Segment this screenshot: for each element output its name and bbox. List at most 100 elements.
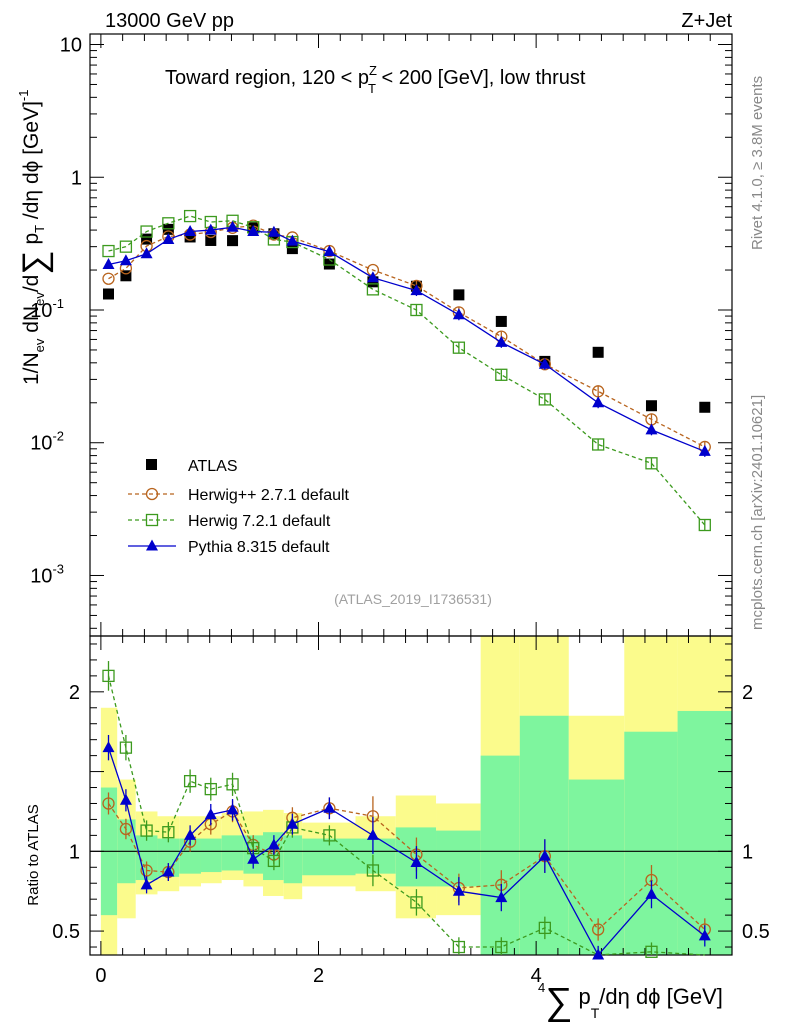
band-inner-9 [283, 835, 303, 884]
band-inner-3 [157, 838, 180, 877]
ratio-point-pythia [538, 849, 551, 861]
main-series-pythia [102, 220, 711, 457]
main-point-pythia [226, 220, 239, 232]
band-inner-17 [624, 731, 678, 955]
ratio-point-pythia [366, 828, 379, 840]
main-point-herwigpp [102, 272, 115, 285]
main-point-atlas [592, 346, 604, 358]
main-point-pythia [184, 225, 197, 237]
main-y-label: 1/Nev dNev/d∑ pT /dη dϕ [GeV]-1 [16, 90, 54, 385]
main-line-herwig7 [108, 215, 706, 526]
main-point-atlas [205, 234, 217, 246]
ratio-point-pythia [323, 801, 336, 813]
main-series-herwigpp [102, 219, 711, 454]
ratio-point-herwig7 [645, 945, 658, 958]
ratio-y-tick-label: 1 [69, 841, 80, 863]
ratio-point-herwig7 [495, 940, 508, 954]
ratio-y-tick-label-right: 2 [742, 682, 753, 704]
ratio-point-pythia [267, 838, 280, 850]
main-title-sup: Z [369, 63, 377, 78]
legend-atlas-marker [146, 459, 157, 470]
main-point-atlas [495, 315, 507, 327]
main-point-pythia [495, 335, 508, 347]
legend-pythia-marker [146, 539, 158, 551]
x-tick-label: 4 [531, 965, 542, 987]
ratio-point-herwig7 [204, 782, 217, 796]
legend-herwig7-marker [145, 513, 159, 527]
header-left: 13000 GeV pp [105, 10, 234, 32]
main-point-pythia [698, 444, 711, 456]
ratio-point-herwigpp [140, 864, 153, 877]
legend-herwigpp-marker [145, 487, 159, 501]
ratio-point-herwig7 [162, 826, 175, 839]
ratio-point-pythia [698, 929, 711, 941]
main-y-tick-label: 10 [60, 35, 82, 57]
main-point-atlas [184, 231, 196, 243]
band-inner-18 [677, 710, 732, 955]
main-title-post: < 200 [GeV], low thrust [376, 67, 586, 89]
main-point-pythia [162, 232, 175, 244]
main-point-pythia [645, 423, 658, 435]
series-layer [102, 209, 711, 960]
band-inner-15 [519, 715, 569, 955]
ratio-point-pythia [102, 741, 115, 753]
main-series-herwig7 [102, 209, 711, 532]
ratio-point-herwig7 [452, 940, 466, 954]
main-point-atlas [120, 270, 132, 282]
band-inner-14 [480, 755, 520, 955]
main-line-pythia [108, 226, 706, 453]
main-point-herwig7 [538, 393, 551, 406]
ratio-series-herwig7 [102, 661, 705, 958]
main-point-herwig7 [366, 283, 380, 296]
ratio-point-pythia [140, 878, 153, 890]
ratio-point-herwig7 [226, 778, 239, 791]
x-axis-label: 4∑ pT/dη dϕ [GeV] [538, 980, 723, 1023]
ratio-point-pythia [410, 855, 423, 867]
ratio-point-herwigpp [592, 923, 605, 936]
main-point-pythia [592, 396, 605, 408]
ratio-point-herwig7 [119, 741, 133, 754]
band-inner-6 [221, 835, 244, 871]
main-point-pythia [366, 271, 379, 283]
main-point-herwig7 [592, 438, 605, 451]
main-point-herwig7 [102, 244, 115, 258]
ratio-y-tick-label: 0.5 [52, 921, 80, 943]
ratio-y-tick-label-right: 0.5 [742, 921, 770, 943]
rivet-label: Rivet 4.1.0, ≥ 3.8M events [749, 76, 766, 250]
legend: ATLAS Herwig++ 2.7.1 default Herwig 7.2.… [128, 458, 350, 556]
main-point-atlas [323, 258, 335, 270]
ratio-point-pythia [184, 828, 197, 840]
ratio-point-herwig7 [538, 921, 551, 935]
main-point-herwig7 [162, 217, 175, 230]
main-point-pythia [538, 357, 551, 369]
header-right: Z+Jet [681, 10, 732, 32]
main-title: Toward region, 120 < pZ T < 200 [GeV], lo… [165, 63, 586, 96]
ratio-point-pythia [119, 793, 132, 805]
legend-herwigpp-label: Herwig++ 2.7.1 default [188, 487, 350, 504]
main-point-atlas [286, 243, 298, 255]
main-point-pythia [452, 308, 465, 320]
legend-atlas-label: ATLAS [188, 458, 238, 475]
band-inner-11 [355, 838, 396, 874]
main-title-pre: Toward region, 120 < p [165, 67, 369, 89]
x-tick-label: 0 [95, 965, 106, 987]
main-point-pythia [102, 258, 115, 270]
ratio-y-tick-label: 2 [69, 682, 80, 704]
ratio-point-herwig7 [323, 829, 336, 842]
main-point-atlas [453, 289, 465, 301]
ratio-point-herwig7 [140, 824, 153, 837]
main-y-tick-label: 1 [71, 167, 82, 189]
main-point-pythia [140, 247, 153, 259]
main-point-pythia [323, 245, 336, 257]
main-line-herwigpp [108, 224, 706, 448]
ratio-point-herwigpp [102, 797, 115, 810]
main-frame [89, 33, 733, 637]
main-point-herwig7 [183, 209, 197, 223]
ratio-point-pythia [592, 948, 605, 960]
legend-herwig7-label: Herwig 7.2.1 default [188, 513, 331, 530]
main-point-pythia [204, 223, 217, 235]
legend-pythia-label: Pythia 8.315 default [188, 539, 330, 556]
ratio-point-herwig7 [366, 864, 380, 877]
ratio-point-pythia [645, 887, 658, 899]
ratio-point-herwig7 [102, 669, 115, 683]
